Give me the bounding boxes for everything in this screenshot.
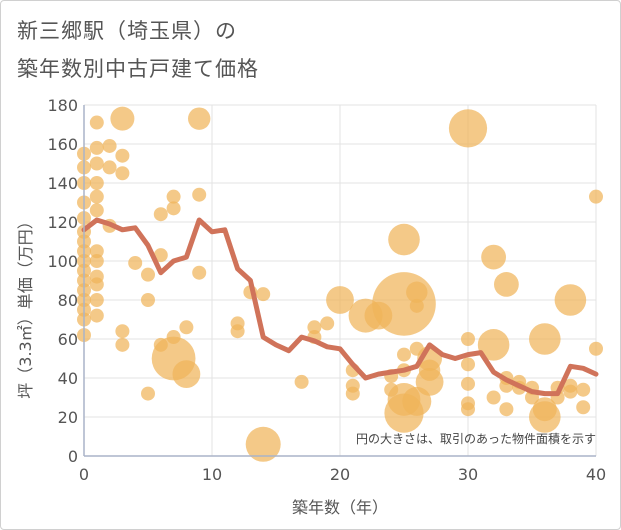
bubble-point bbox=[461, 402, 475, 417]
bubble-point bbox=[326, 286, 354, 314]
y-tick-label: 120 bbox=[47, 213, 78, 232]
y-tick-label: 80 bbox=[58, 291, 78, 310]
y-tick-label: 40 bbox=[58, 369, 78, 388]
bubble-point bbox=[294, 374, 309, 389]
bubble-point bbox=[115, 148, 130, 163]
bubble-point bbox=[307, 320, 322, 335]
x-tick-label: 20 bbox=[330, 465, 350, 484]
bubble-point bbox=[89, 115, 104, 130]
bubble-point bbox=[406, 281, 428, 303]
bubble-point bbox=[115, 337, 130, 352]
bubble-point bbox=[166, 189, 181, 204]
bubble-point bbox=[192, 265, 207, 280]
y-tick-label: 140 bbox=[47, 174, 78, 193]
bubble-point bbox=[102, 160, 117, 175]
bubble-point bbox=[494, 272, 519, 297]
bubble-point bbox=[486, 390, 501, 405]
bubble-point bbox=[481, 244, 506, 270]
bubble-point bbox=[89, 277, 104, 292]
x-tick-label: 10 bbox=[202, 465, 222, 484]
y-tick-label: 100 bbox=[47, 252, 78, 271]
bubble-point bbox=[141, 293, 155, 307]
bubble-point bbox=[256, 287, 271, 302]
bubble-point bbox=[188, 107, 211, 130]
x-axis-label: 築年数（年） bbox=[292, 498, 388, 517]
bubble-point bbox=[172, 360, 201, 388]
x-tick-label: 40 bbox=[586, 465, 606, 484]
y-tick-label: 0 bbox=[68, 447, 78, 466]
chart-title-line2: 築年数別中古戸建て価格 bbox=[17, 57, 259, 81]
bubble-point bbox=[576, 382, 591, 397]
bubble-point bbox=[153, 248, 168, 263]
bubble-point bbox=[461, 376, 475, 391]
bubble-point bbox=[102, 138, 117, 153]
size-annotation: 円の大きさは、取引のあった物件面積を示す bbox=[356, 431, 596, 446]
bubble-point bbox=[245, 426, 281, 462]
bubble-point bbox=[409, 298, 424, 313]
bubble-point bbox=[89, 308, 104, 323]
chart-title-line1: 新三郷駅（埼玉県）の bbox=[17, 19, 237, 43]
bubble-point bbox=[499, 402, 514, 417]
bubble-point bbox=[89, 244, 104, 259]
grid-lines bbox=[84, 104, 597, 457]
y-tick-label: 160 bbox=[47, 135, 78, 154]
bubble-point bbox=[115, 324, 130, 339]
x-tick-label: 30 bbox=[458, 465, 478, 484]
axes-layer: 0 20 40 60 80 100 120 140 160 180 0 10 20 30 40 bbox=[47, 96, 606, 484]
bubble-point bbox=[529, 401, 561, 433]
bubble-point bbox=[461, 332, 475, 346]
bubble-point bbox=[115, 166, 130, 181]
bubble-point bbox=[89, 176, 104, 190]
bubble-point bbox=[89, 156, 104, 171]
y-axis-label: 坪（3.3㎡）単価（万円） bbox=[16, 213, 35, 398]
bubble-point bbox=[89, 189, 104, 204]
bubble-point bbox=[89, 203, 104, 218]
bubble-point bbox=[320, 316, 335, 331]
bubble-point bbox=[166, 201, 181, 216]
bubble-point bbox=[461, 357, 475, 372]
bubble-point bbox=[563, 384, 578, 399]
bubble-point bbox=[372, 272, 436, 336]
bubble-point bbox=[153, 207, 168, 222]
bubble-point bbox=[192, 187, 207, 202]
bubble-point bbox=[89, 140, 104, 155]
bubble-point bbox=[89, 293, 104, 307]
y-tick-label: 60 bbox=[58, 330, 78, 349]
bubble-point bbox=[388, 223, 420, 256]
bubble-point bbox=[589, 341, 603, 356]
bubble-point bbox=[448, 109, 488, 148]
bubble-point bbox=[110, 106, 135, 131]
bubble-point bbox=[529, 323, 561, 355]
bubble-point bbox=[128, 255, 143, 270]
y-tick-label: 20 bbox=[58, 408, 78, 427]
average-price-line bbox=[81, 217, 599, 397]
bubble-point bbox=[141, 267, 155, 282]
bubble-point bbox=[89, 254, 104, 268]
y-tick-label: 180 bbox=[47, 96, 78, 115]
bubble-point bbox=[477, 329, 510, 361]
bubble-point bbox=[554, 284, 587, 316]
bubble-point bbox=[415, 368, 444, 396]
bubble-point bbox=[576, 400, 591, 415]
bubble-point bbox=[141, 386, 155, 401]
bubble-point bbox=[589, 189, 603, 204]
bubble-point bbox=[230, 324, 245, 339]
bubble-point bbox=[345, 386, 360, 401]
bubble-point bbox=[179, 320, 194, 335]
bubble-point bbox=[397, 347, 411, 362]
x-tick-label: 0 bbox=[79, 465, 89, 484]
